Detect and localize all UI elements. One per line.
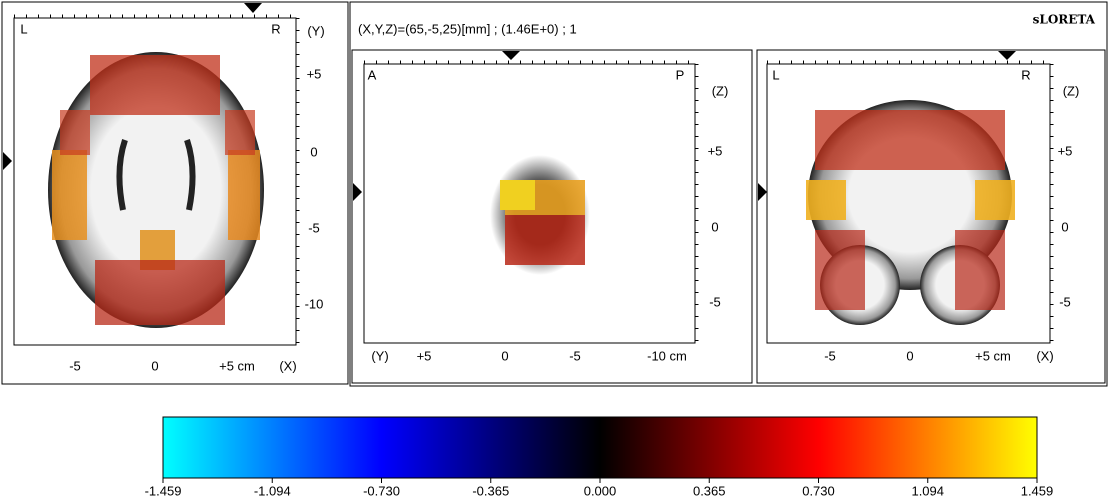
- label: +5 cm: [975, 348, 1011, 363]
- label: L: [20, 21, 27, 36]
- label: -5: [308, 220, 320, 235]
- label: -1.094: [254, 483, 291, 498]
- label: 0: [310, 144, 317, 159]
- label: 1.459: [1021, 483, 1054, 498]
- label: (Y): [371, 348, 388, 363]
- label: -1.459: [145, 483, 182, 498]
- label: -0.730: [363, 483, 400, 498]
- label: -5: [569, 348, 581, 363]
- colorbar: [162, 416, 1038, 479]
- coords-readout: (X,Y,Z)=(65,-5,25)[mm] ; (1.46E+0) ; 1: [358, 21, 577, 36]
- label: 0: [906, 348, 913, 363]
- label: 0: [151, 358, 158, 373]
- label: +5: [417, 348, 432, 363]
- label: -5: [1059, 294, 1071, 309]
- label: +5: [708, 143, 723, 158]
- label: +5 cm: [219, 358, 255, 373]
- label: -10: [305, 296, 324, 311]
- label: 0: [711, 219, 718, 234]
- label: 1.094: [911, 483, 944, 498]
- label: (Y): [307, 23, 324, 38]
- label: (Z): [712, 83, 729, 98]
- label: A: [368, 67, 377, 82]
- label: -10 cm: [647, 348, 687, 363]
- label: -5: [709, 294, 721, 309]
- label: R: [271, 21, 280, 36]
- axial-brain: [48, 52, 264, 328]
- marker: [502, 51, 520, 60]
- label: +5: [307, 66, 322, 81]
- label: R: [1021, 67, 1030, 82]
- marker: [353, 183, 362, 201]
- label: 0.365: [693, 483, 726, 498]
- right-panel: [349, 1, 1108, 387]
- label: 0.730: [802, 483, 835, 498]
- label: (X): [1036, 348, 1053, 363]
- coronal-brain: [806, 100, 1015, 325]
- label: -5: [69, 358, 81, 373]
- label: 0: [501, 348, 508, 363]
- label: +5: [1058, 143, 1073, 158]
- label: -0.365: [472, 483, 509, 498]
- marker: [3, 152, 12, 170]
- marker: [758, 183, 767, 201]
- label: L: [772, 67, 779, 82]
- label: (X): [279, 358, 296, 373]
- label: (Z): [1063, 83, 1080, 98]
- marker: [998, 51, 1016, 60]
- label: 0.000: [584, 483, 617, 498]
- method-title: sLORETA: [1033, 13, 1096, 27]
- label: 0: [1061, 219, 1068, 234]
- label: -5: [824, 348, 836, 363]
- sagittal-brain: [490, 155, 590, 275]
- label: P: [676, 67, 685, 82]
- marker: [244, 3, 262, 13]
